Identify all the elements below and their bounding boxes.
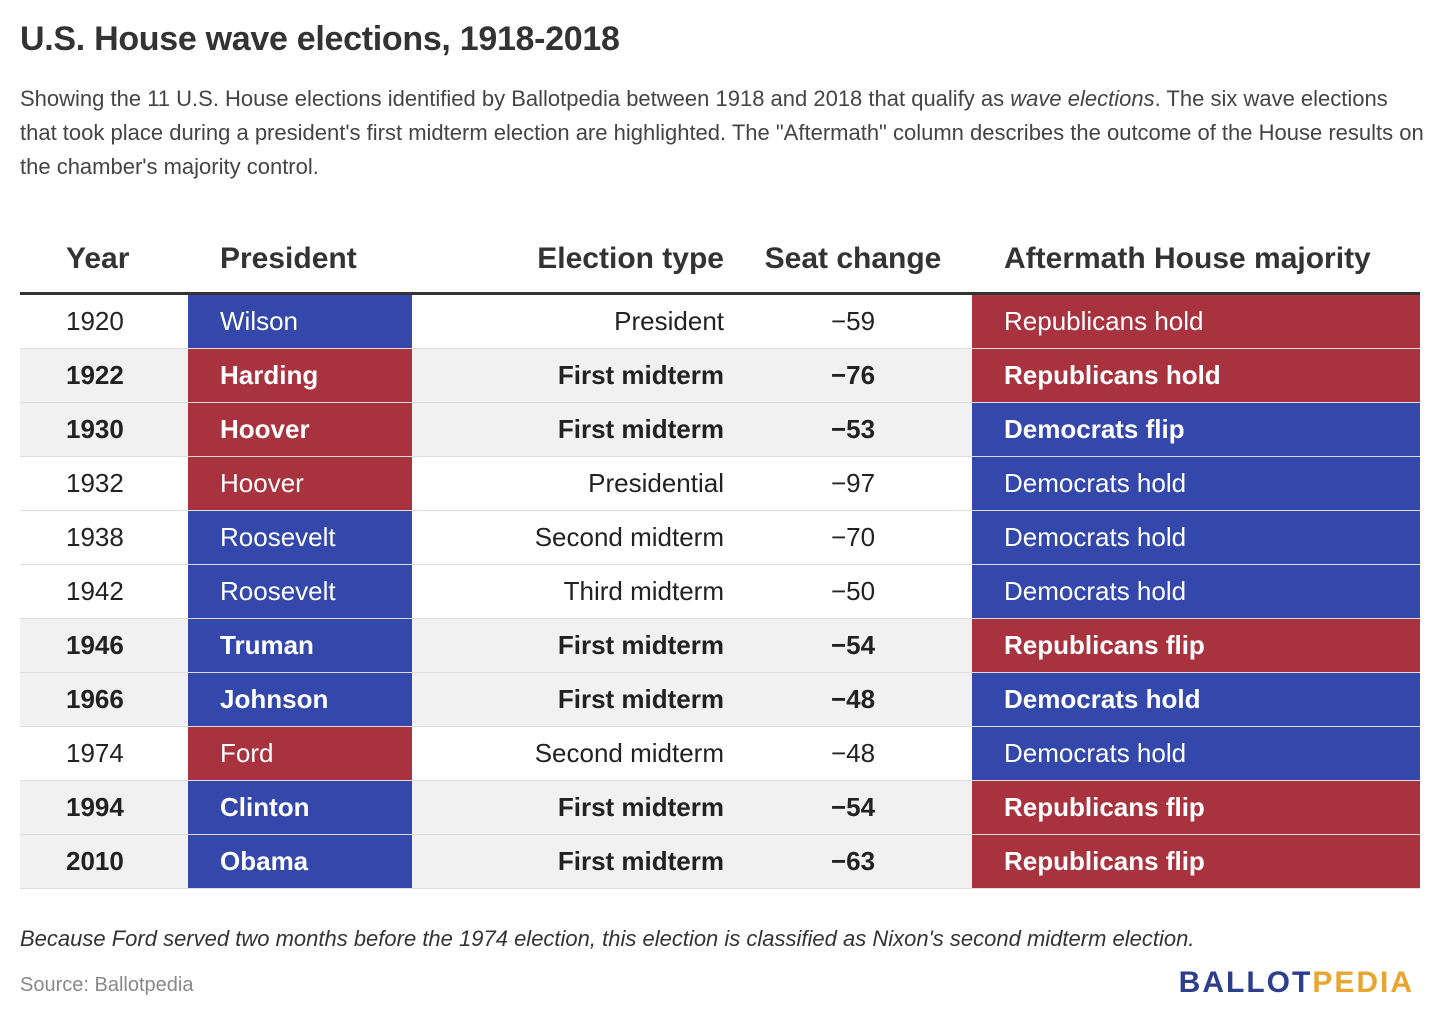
cell-president: Roosevelt (188, 564, 412, 619)
cell-year: 1920 (20, 293, 188, 349)
cell-year: 2010 (20, 834, 188, 889)
cell-election-type: First midterm (412, 834, 734, 889)
cell-aftermath: Democrats hold (972, 726, 1420, 781)
cell-seat-change: −48 (734, 672, 972, 727)
cell-aftermath: Republicans flip (972, 618, 1420, 673)
cell-seat-change: −76 (734, 348, 972, 403)
chart-subtitle: Showing the 11 U.S. House elections iden… (20, 82, 1425, 184)
cell-aftermath: Democrats flip (972, 402, 1420, 457)
cell-seat-change: −59 (734, 293, 972, 349)
cell-year: 1938 (20, 510, 188, 565)
cell-aftermath: Democrats hold (972, 672, 1420, 727)
cell-president: Hoover (188, 456, 412, 511)
source-note: Source: Ballotpedia (20, 974, 194, 996)
cell-president: Truman (188, 618, 412, 673)
cell-seat-change: −48 (734, 726, 972, 781)
subtitle-text-2: . The six wave elections that took place… (20, 86, 1424, 179)
cell-year: 1932 (20, 456, 188, 511)
cell-election-type: First midterm (412, 402, 734, 457)
chart-title: U.S. House wave elections, 1918-2018 (20, 20, 620, 58)
cell-aftermath: Democrats hold (972, 510, 1420, 565)
column-header-seat-change: Seat change (734, 226, 972, 295)
cell-seat-change: −50 (734, 564, 972, 619)
cell-election-type: First midterm (412, 672, 734, 727)
table-row: 1994 Clinton First midterm −54 Republicans f… (20, 780, 1420, 835)
table-row: 1930 Hoover First midterm −53 Democrats flip (20, 402, 1420, 457)
cell-president: Roosevelt (188, 510, 412, 565)
cell-election-type: Second midterm (412, 726, 734, 781)
cell-aftermath: Republicans flip (972, 834, 1420, 889)
subtitle-text-1: Showing the 11 U.S. House elections iden… (20, 86, 1011, 111)
cell-year: 1994 (20, 780, 188, 835)
cell-election-type: President (412, 293, 734, 349)
table-row: 1942 Roosevelt Third midterm −50 Democrats h… (20, 564, 1420, 619)
cell-year: 1946 (20, 618, 188, 673)
cell-president: Johnson (188, 672, 412, 727)
cell-election-type: Second midterm (412, 510, 734, 565)
cell-aftermath: Republicans hold (972, 293, 1420, 349)
cell-seat-change: −63 (734, 834, 972, 889)
table-row: 1974 Ford Second midterm −48 Democrats hold (20, 726, 1420, 781)
table-row: 1946 Truman First midterm −54 Republicans fl… (20, 618, 1420, 673)
table-row: 1966 Johnson First midterm −48 Democrats hol… (20, 672, 1420, 727)
cell-seat-change: −54 (734, 780, 972, 835)
cell-president: Clinton (188, 780, 412, 835)
cell-president: Wilson (188, 293, 412, 349)
table-row: 2010 Obama First midterm −63 Republicans fli… (20, 834, 1420, 889)
cell-aftermath: Republicans hold (972, 348, 1420, 403)
cell-election-type: Presidential (412, 456, 734, 511)
table-row: 1938 Roosevelt Second midterm −70 Democrats … (20, 510, 1420, 565)
cell-election-type: Third midterm (412, 564, 734, 619)
cell-seat-change: −97 (734, 456, 972, 511)
subtitle-emphasis: wave elections (1010, 86, 1155, 111)
cell-president: Obama (188, 834, 412, 889)
cell-seat-change: −54 (734, 618, 972, 673)
cell-election-type: First midterm (412, 348, 734, 403)
cell-president: Harding (188, 348, 412, 403)
cell-year: 1966 (20, 672, 188, 727)
logo-part-ballot: BALLOT (1178, 966, 1313, 999)
cell-aftermath: Democrats hold (972, 456, 1420, 511)
footnote: Because Ford served two months before th… (20, 926, 1195, 951)
cell-year: 1974 (20, 726, 188, 781)
table-row: 1920 Wilson President −59 Republicans hold (20, 293, 1420, 349)
wave-elections-table: Year President Election type Seat change… (20, 226, 1420, 889)
cell-president: Hoover (188, 402, 412, 457)
table-row: 1922 Harding First midterm −76 Republicans h… (20, 348, 1420, 403)
cell-seat-change: −53 (734, 402, 972, 457)
cell-election-type: First midterm (412, 618, 734, 673)
column-header-president: President (188, 226, 412, 295)
cell-year: 1942 (20, 564, 188, 619)
cell-president: Ford (188, 726, 412, 781)
cell-year: 1930 (20, 402, 188, 457)
logo-part-pedia: PEDIA (1312, 966, 1414, 999)
cell-year: 1922 (20, 348, 188, 403)
cell-aftermath: Republicans flip (972, 780, 1420, 835)
cell-aftermath: Democrats hold (972, 564, 1420, 619)
column-header-election-type: Election type (412, 226, 734, 295)
ballotpedia-logo: BALLOTPEDIA (1179, 966, 1414, 1000)
table-header-row: Year President Election type Seat change… (20, 226, 1420, 295)
table-body: 1920 Wilson President −59 Republicans hold 19… (20, 293, 1420, 889)
table-row: 1932 Hoover Presidential −97 Democrats hold (20, 456, 1420, 511)
cell-election-type: First midterm (412, 780, 734, 835)
column-header-year: Year (20, 226, 188, 295)
cell-seat-change: −70 (734, 510, 972, 565)
column-header-aftermath: Aftermath House majority (972, 226, 1420, 295)
